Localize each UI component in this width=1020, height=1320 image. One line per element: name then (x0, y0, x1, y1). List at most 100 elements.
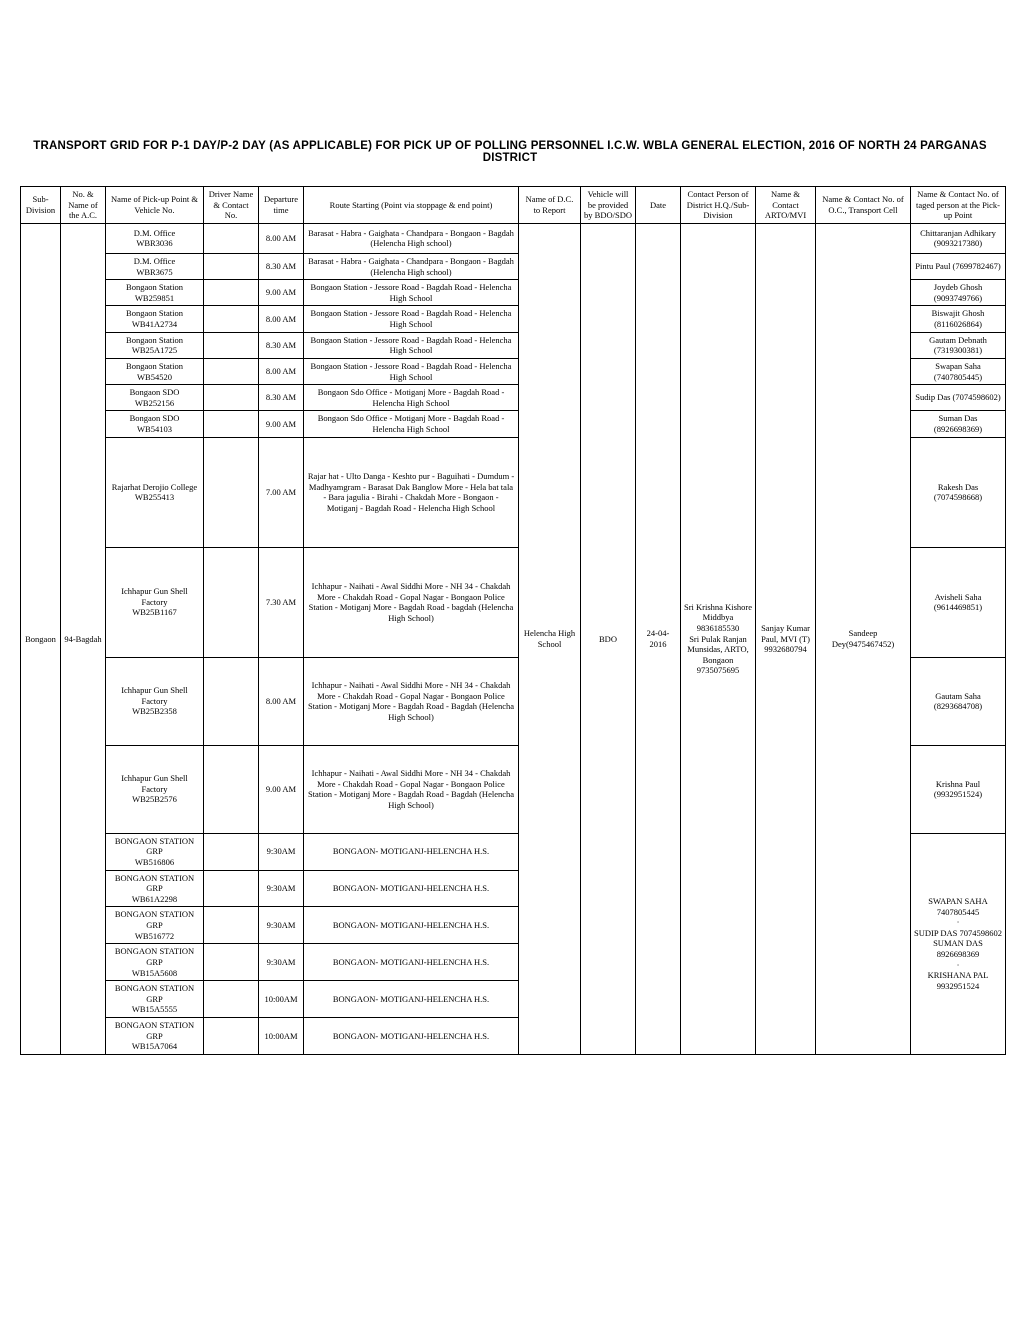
cell-driver (204, 280, 259, 306)
page: TRANSPORT GRID FOR P-1 DAY/P-2 DAY (AS A… (0, 0, 1020, 1320)
cell-departure: 9.00 AM (259, 280, 304, 306)
cell-driver (204, 1018, 259, 1055)
col-tagged: Name & Contact No. of taged person at th… (911, 187, 1006, 224)
cell-route: BONGAON- MOTIGANJ-HELENCHA H.S. (304, 870, 519, 907)
cell-route: BONGAON- MOTIGANJ-HELENCHA H.S. (304, 907, 519, 944)
cell-departure: 8.00 AM (259, 657, 304, 745)
cell-pickup: Bongaon SDO WB252156 (106, 385, 204, 411)
cell-departure: 8.30 AM (259, 332, 304, 358)
cell-pickup: Rajarhat Derojio College WB255413 (106, 437, 204, 547)
cell-dc: Helencha High School (519, 223, 581, 1054)
cell-date: 24-04-2016 (636, 223, 681, 1054)
cell-tagged-group: SWAPAN SAHA 7407805445 · SUDIP DAS 70745… (911, 833, 1006, 1054)
cell-route: Ichhapur - Naihati - Awal Siddhi More - … (304, 745, 519, 833)
cell-route: Ichhapur - Naihati - Awal Siddhi More - … (304, 657, 519, 745)
cell-route: Barasat - Habra - Gaighata - Chandpara -… (304, 223, 519, 253)
cell-tagged: Rakesh Das (7074598668) (911, 437, 1006, 547)
cell-tagged: Swapan Saha (7407805445) (911, 358, 1006, 384)
cell-driver (204, 358, 259, 384)
cell-route: BONGAON- MOTIGANJ-HELENCHA H.S. (304, 981, 519, 1018)
col-date: Date (636, 187, 681, 224)
header-row: Sub-Division No. & Name of the A.C. Name… (21, 187, 1006, 224)
table-row: Bongaon94-BagdahD.M. Office WBR30368.00 … (21, 223, 1006, 253)
col-dc: Name of D.C. to Report (519, 187, 581, 224)
cell-tagged: Joydeb Ghosh (9093749766) (911, 280, 1006, 306)
cell-route: Bongaon Sdo Office - Motiganj More - Bag… (304, 385, 519, 411)
cell-driver (204, 547, 259, 657)
cell-pickup: BONGAON STATION GRP WB15A5608 (106, 944, 204, 981)
col-ac: No. & Name of the A.C. (61, 187, 106, 224)
cell-driver (204, 385, 259, 411)
cell-pickup: BONGAON STATION GRP WB516772 (106, 907, 204, 944)
col-departure: Departure time (259, 187, 304, 224)
cell-tagged: Chittaranjan Adhikary (9093217380) (911, 223, 1006, 253)
cell-tagged: Gautam Saha (8293684708) (911, 657, 1006, 745)
table-body: Bongaon94-BagdahD.M. Office WBR30368.00 … (21, 223, 1006, 1054)
cell-departure: 9:30AM (259, 833, 304, 870)
cell-pickup: BONGAON STATION GRP WB516806 (106, 833, 204, 870)
col-arto: Name & Contact ARTO/MVI (756, 187, 816, 224)
cell-driver (204, 981, 259, 1018)
cell-tagged: Pintu Paul (7699782467) (911, 253, 1006, 279)
cell-pickup: BONGAON STATION GRP WB15A5555 (106, 981, 204, 1018)
cell-oc: Sandeep Dey(9475467452) (816, 223, 911, 1054)
cell-ac: 94-Bagdah (61, 223, 106, 1054)
page-title: TRANSPORT GRID FOR P-1 DAY/P-2 DAY (AS A… (20, 140, 1000, 164)
cell-departure: 9:30AM (259, 870, 304, 907)
col-district-contact: Contact Person of District H.Q./Sub-Divi… (681, 187, 756, 224)
cell-departure: 7.00 AM (259, 437, 304, 547)
cell-driver (204, 332, 259, 358)
cell-departure: 8.30 AM (259, 385, 304, 411)
cell-route: BONGAON- MOTIGANJ-HELENCHA H.S. (304, 833, 519, 870)
cell-departure: 8.00 AM (259, 223, 304, 253)
cell-route: Barasat - Habra - Gaighata - Chandpara -… (304, 253, 519, 279)
cell-tagged: Krishna Paul (9932951524) (911, 745, 1006, 833)
cell-pickup: Bongaon Station WB54520 (106, 358, 204, 384)
cell-pickup: D.M. Office WBR3675 (106, 253, 204, 279)
cell-tagged: Biswajit Ghosh (8116026864) (911, 306, 1006, 332)
cell-route: Ichhapur - Naihati - Awal Siddhi More - … (304, 547, 519, 657)
cell-driver (204, 223, 259, 253)
cell-route: Bongaon Station - Jessore Road - Bagdah … (304, 306, 519, 332)
cell-route: Bongaon Station - Jessore Road - Bagdah … (304, 358, 519, 384)
cell-departure: 8.00 AM (259, 306, 304, 332)
cell-pickup: Bongaon SDO WB54103 (106, 411, 204, 437)
cell-departure: 7.30 AM (259, 547, 304, 657)
cell-route: Bongaon Sdo Office - Motiganj More - Bag… (304, 411, 519, 437)
cell-pickup: Ichhapur Gun Shell Factory WB25B1167 (106, 547, 204, 657)
col-sub-division: Sub-Division (21, 187, 61, 224)
cell-provided-by: BDO (581, 223, 636, 1054)
cell-driver (204, 745, 259, 833)
col-driver: Driver Name & Contact No. (204, 187, 259, 224)
cell-tagged: Avisheli Saha (9614469851) (911, 547, 1006, 657)
cell-pickup: Bongaon Station WB259851 (106, 280, 204, 306)
cell-pickup: Bongaon Station WB25A1725 (106, 332, 204, 358)
cell-tagged: Sudip Das (7074598602) (911, 385, 1006, 411)
cell-district-contact: Sri Krishna Kishore Middbya 9836185530 S… (681, 223, 756, 1054)
cell-arto: Sanjay Kumar Paul, MVI (T) 9932680794 (756, 223, 816, 1054)
cell-driver (204, 944, 259, 981)
cell-pickup: D.M. Office WBR3036 (106, 223, 204, 253)
cell-tagged: Suman Das (8926698369) (911, 411, 1006, 437)
col-pickup: Name of Pick-up Point & Vehicle No. (106, 187, 204, 224)
table-head: Sub-Division No. & Name of the A.C. Name… (21, 187, 1006, 224)
cell-tagged: Gautam Debnath (7319300381) (911, 332, 1006, 358)
cell-departure: 9:30AM (259, 907, 304, 944)
cell-pickup: BONGAON STATION GRP WB15A7064 (106, 1018, 204, 1055)
cell-pickup: BONGAON STATION GRP WB61A2298 (106, 870, 204, 907)
col-route: Route Starting (Point via stoppage & end… (304, 187, 519, 224)
cell-departure: 9.00 AM (259, 745, 304, 833)
transport-grid-table: Sub-Division No. & Name of the A.C. Name… (20, 186, 1006, 1055)
cell-departure: 10:00AM (259, 981, 304, 1018)
cell-departure: 9.00 AM (259, 411, 304, 437)
col-provided-by: Vehicle will be provided by BDO/SDO (581, 187, 636, 224)
cell-pickup: Ichhapur Gun Shell Factory WB25B2358 (106, 657, 204, 745)
cell-driver (204, 253, 259, 279)
cell-driver (204, 657, 259, 745)
cell-route: BONGAON- MOTIGANJ-HELENCHA H.S. (304, 1018, 519, 1055)
cell-driver (204, 411, 259, 437)
cell-driver (204, 870, 259, 907)
cell-driver (204, 833, 259, 870)
cell-route: Bongaon Station - Jessore Road - Bagdah … (304, 280, 519, 306)
cell-pickup: Bongaon Station WB41A2734 (106, 306, 204, 332)
